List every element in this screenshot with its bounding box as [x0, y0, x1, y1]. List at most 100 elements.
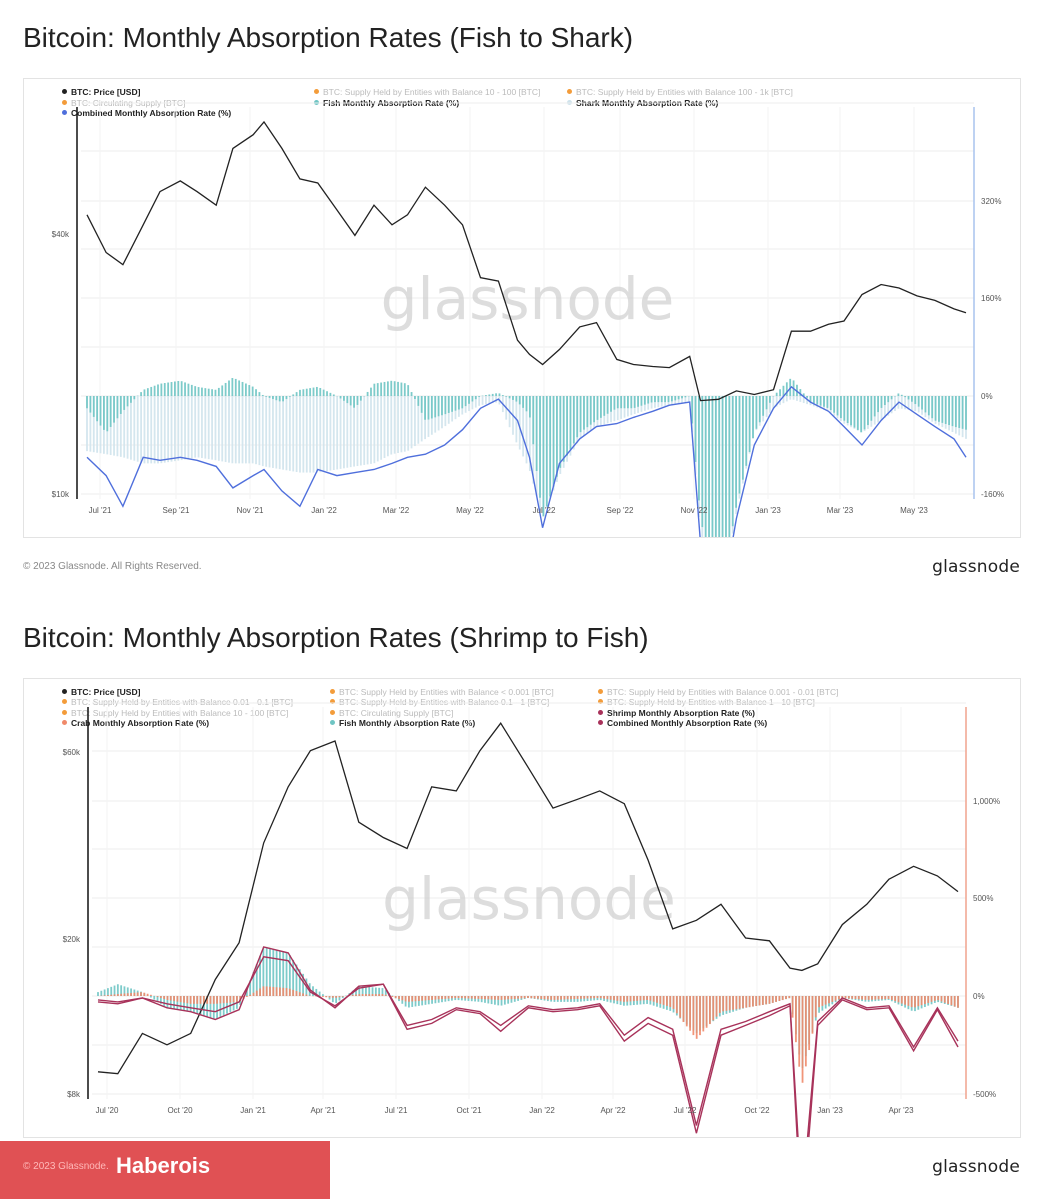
- bar: [881, 996, 883, 1000]
- bar: [775, 996, 777, 1002]
- bar: [484, 996, 486, 1000]
- bar: [522, 396, 525, 408]
- legend-item[interactable]: BTC: Supply Held by Entities with Balanc…: [598, 687, 839, 697]
- bar: [328, 996, 331, 998]
- bar: [692, 996, 695, 1036]
- bar: [353, 396, 355, 467]
- bar: [261, 396, 264, 467]
- legend-item[interactable]: Shrimp Monthly Absorption Rate (%): [598, 708, 755, 718]
- bar: [487, 996, 490, 1000]
- series-line-combined: [86, 385, 967, 537]
- bar: [302, 389, 305, 396]
- bar: [92, 396, 95, 453]
- bar: [150, 396, 153, 464]
- chart-title-fish-shark: Bitcoin: Monthly Absorption Rates (Fish …: [23, 22, 634, 53]
- bar: [623, 396, 626, 409]
- bar: [378, 987, 381, 996]
- bar: [748, 396, 751, 452]
- bar: [209, 996, 212, 1004]
- bar: [670, 396, 673, 402]
- bar: [272, 986, 275, 996]
- bar: [948, 396, 950, 426]
- bar: [444, 996, 447, 999]
- legend-swatch: [62, 110, 67, 115]
- bar: [487, 996, 490, 1004]
- bar: [197, 396, 200, 458]
- legend-item[interactable]: BTC: Supply Held by Entities with Balanc…: [567, 87, 793, 97]
- bar: [705, 996, 708, 1028]
- legend-item[interactable]: BTC: Supply Held by Entities with Balanc…: [598, 697, 815, 707]
- bar: [824, 996, 827, 1005]
- bar: [431, 996, 433, 1000]
- bar: [140, 992, 142, 996]
- legend-item[interactable]: BTC: Supply Held by Entities with Balanc…: [330, 697, 549, 707]
- bar: [873, 396, 876, 417]
- legend-item[interactable]: BTC: Price [USD]: [62, 87, 140, 97]
- bar: [586, 996, 589, 999]
- bar: [728, 996, 731, 1011]
- y-right-tick-label: -160%: [981, 490, 1004, 499]
- bar: [481, 396, 484, 405]
- bar: [368, 994, 371, 996]
- bar: [474, 996, 476, 999]
- legend-item[interactable]: BTC: Supply Held by Entities with Balanc…: [314, 87, 540, 97]
- bar: [958, 396, 961, 428]
- bar: [212, 996, 215, 1004]
- bar: [259, 955, 261, 996]
- bar: [965, 396, 967, 430]
- bar: [507, 996, 510, 1004]
- bar: [265, 986, 268, 996]
- bar: [586, 396, 589, 428]
- bar: [119, 396, 122, 414]
- bar: [894, 996, 897, 1002]
- legend-label: Fish Monthly Absorption Rate (%): [339, 717, 476, 728]
- chart-plot-fish-shark: glassnode Jul '21 Sep '21 Nov '21 Jan '22 Mar…: [52, 102, 1004, 537]
- bar: [194, 386, 197, 396]
- bar: [113, 994, 116, 996]
- bar: [427, 396, 430, 420]
- bar: [288, 955, 291, 996]
- legend-item[interactable]: BTC: Supply Held by Entities with Balanc…: [62, 697, 293, 707]
- bar: [799, 396, 802, 402]
- bar: [255, 396, 257, 465]
- bar: [116, 984, 119, 996]
- legend-item[interactable]: BTC: Price [USD]: [62, 687, 140, 697]
- bar: [510, 996, 513, 1003]
- bar: [143, 992, 146, 996]
- bar: [371, 994, 374, 996]
- bar: [795, 996, 797, 1043]
- bar: [329, 392, 332, 396]
- bar: [672, 996, 675, 1009]
- legend-item[interactable]: BTC: Supply Held by Entities with Balanc…: [330, 687, 554, 697]
- bar: [272, 949, 275, 996]
- bar: [335, 996, 338, 1003]
- bar: [262, 986, 265, 996]
- bar: [940, 996, 943, 1002]
- bar: [498, 393, 501, 396]
- bar: [126, 396, 129, 407]
- y-right-tick-label: 0%: [973, 992, 985, 1001]
- bar: [146, 388, 149, 396]
- bar: [802, 393, 805, 396]
- bar: [206, 996, 209, 1004]
- bar: [596, 996, 599, 999]
- bar: [305, 994, 308, 996]
- bar: [552, 396, 555, 487]
- bar: [370, 387, 372, 396]
- legend-item[interactable]: Crab Monthly Absorption Rate (%): [62, 718, 209, 728]
- bar: [674, 396, 677, 401]
- bar: [500, 996, 503, 1000]
- bar: [183, 996, 185, 1003]
- bar: [244, 383, 247, 396]
- bar: [576, 396, 579, 438]
- x-tick-label: May '22: [456, 506, 484, 515]
- bar: [216, 996, 218, 1019]
- bar: [279, 987, 281, 996]
- bar: [573, 996, 576, 1000]
- bar: [120, 993, 123, 996]
- bar: [941, 396, 944, 423]
- legend-item[interactable]: Combined Monthly Absorption Rate (%): [598, 718, 767, 728]
- bar: [331, 996, 334, 998]
- legend-item[interactable]: Fish Monthly Absorption Rate (%): [330, 718, 475, 728]
- legend-item[interactable]: Combined Monthly Absorption Rate (%): [62, 108, 231, 118]
